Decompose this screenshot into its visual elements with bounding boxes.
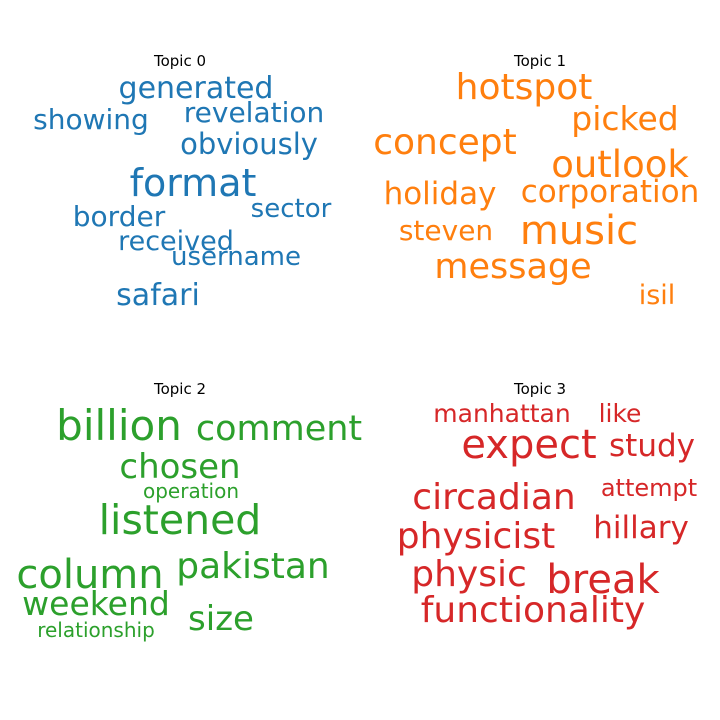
topic-0-word: format [129, 161, 257, 205]
topic-0-word: generated [118, 71, 274, 106]
topic-2-word: pakistan [176, 546, 330, 587]
topic-1-title: Topic 1 [513, 52, 567, 70]
topic-3-title: Topic 3 [513, 380, 567, 398]
topic-1-word: isil [638, 280, 676, 311]
topic-3-word: break [546, 557, 660, 603]
topic-2-word: comment [195, 409, 363, 449]
topic-2-word: billion [56, 401, 182, 450]
topic-3-word: attempt [600, 474, 698, 502]
topic-0-title: Topic 0 [153, 52, 207, 70]
topic-3-word: circadian [412, 477, 576, 518]
topic-3-word: hillary [593, 510, 689, 546]
topic-1-word: message [434, 247, 592, 287]
topic-2-word: relationship [37, 618, 155, 642]
topic-1-word: picked [571, 99, 679, 138]
topic-3-word: like [598, 399, 642, 428]
topic-0-word: safari [116, 278, 200, 313]
topic-3-word: functionality [420, 590, 646, 631]
topic-1-word: holiday [383, 176, 497, 212]
topic-0-word: received [118, 226, 234, 257]
topic-2-word: listened [98, 496, 262, 544]
topic-0-word: showing [33, 103, 149, 136]
topic-2-panel: Topic 2 billion comment chosen operation… [0, 328, 363, 688]
topic-0-word: obviously [180, 127, 318, 161]
topic-1-word: outlook [551, 143, 689, 186]
topic-1-word: hotspot [455, 67, 593, 108]
topic-2-word: weekend [22, 584, 170, 623]
topic-1-word: concept [373, 122, 517, 163]
topic-3-word: expect [461, 422, 597, 468]
topic-3-word: study [609, 428, 695, 464]
topic-2-title: Topic 2 [153, 380, 207, 398]
topic-2-word: operation [142, 479, 240, 503]
topic-1-word: steven [398, 214, 494, 247]
topic-0-word: revelation [183, 96, 325, 129]
topic-2-word: column [16, 552, 164, 598]
topic-3-word: physic [411, 554, 527, 595]
topic-0-word: border [72, 200, 166, 233]
topic-0-panel: Topic 0 generated revelation showing obv… [0, 0, 360, 360]
topic-0-word: username [171, 242, 301, 272]
topic-3-word: manhattan [433, 399, 571, 428]
topic-0-word: sector [250, 194, 332, 224]
topic-1-word: music [519, 208, 639, 254]
topic-2-word: size [188, 599, 254, 639]
topic-3-word: physicist [396, 516, 556, 557]
topic-3-panel: Topic 3 manhattan like expect study atte… [360, 328, 720, 688]
topic-2-word: chosen [119, 447, 241, 487]
topic-1-word: corporation [520, 174, 700, 210]
topic-1-panel: Topic 1 hotspot picked concept outlook h… [360, 0, 720, 360]
